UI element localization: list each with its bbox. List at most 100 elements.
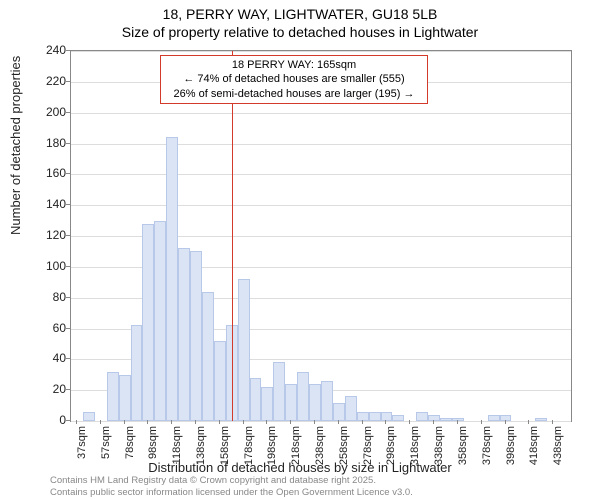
x-tick-label: 378sqm (481, 426, 493, 476)
annotation-box: 18 PERRY WAY: 165sqm← 74% of detached ho… (160, 55, 428, 104)
gridline-h (71, 174, 571, 175)
histogram-bar (142, 224, 154, 421)
x-tick-label: 158sqm (219, 426, 231, 476)
histogram-bar (488, 415, 500, 421)
y-tick-mark (66, 420, 70, 421)
histogram-bar (119, 375, 131, 421)
histogram-bar (309, 384, 321, 421)
histogram-bar (178, 248, 190, 421)
chart-title-line2: Size of property relative to detached ho… (0, 24, 600, 40)
x-tick-mark (147, 420, 148, 424)
y-tick-label: 0 (36, 413, 66, 427)
footer-attribution: Contains HM Land Registry data © Crown c… (50, 475, 413, 498)
x-tick-mark (219, 420, 220, 424)
y-tick-label: 140 (36, 197, 66, 211)
x-tick-mark (433, 420, 434, 424)
y-tick-mark (66, 143, 70, 144)
histogram-bar (166, 137, 178, 421)
x-tick-label: 178sqm (243, 426, 255, 476)
y-tick-label: 160 (36, 166, 66, 180)
x-tick-label: 418sqm (528, 426, 540, 476)
x-tick-mark (481, 420, 482, 424)
annotation-line2: ← 74% of detached houses are smaller (55… (165, 72, 423, 86)
histogram-bar (238, 279, 250, 421)
y-axis-label: Number of detached properties (8, 56, 23, 235)
histogram-bar (416, 412, 428, 421)
x-tick-label: 358sqm (457, 426, 469, 476)
x-tick-label: 238sqm (314, 426, 326, 476)
x-tick-mark (76, 420, 77, 424)
histogram-bar (440, 418, 452, 421)
x-tick-label: 298sqm (385, 426, 397, 476)
x-tick-mark (552, 420, 553, 424)
y-tick-mark (66, 328, 70, 329)
annotation-line3: 26% of semi-detached houses are larger (… (165, 87, 423, 101)
y-tick-label: 40 (36, 351, 66, 365)
x-tick-mark (100, 420, 101, 424)
x-tick-label: 198sqm (266, 426, 278, 476)
x-tick-label: 218sqm (290, 426, 302, 476)
x-tick-mark (243, 420, 244, 424)
y-tick-label: 180 (36, 136, 66, 150)
gridline-h (71, 113, 571, 114)
chart-title-line1: 18, PERRY WAY, LIGHTWATER, GU18 5LB (0, 6, 600, 22)
histogram-bar (154, 221, 166, 421)
x-tick-mark (338, 420, 339, 424)
x-tick-label: 78sqm (124, 426, 136, 476)
gridline-h (71, 51, 571, 52)
y-tick-mark (66, 50, 70, 51)
x-tick-label: 398sqm (505, 426, 517, 476)
y-tick-label: 80 (36, 290, 66, 304)
y-tick-mark (66, 81, 70, 82)
x-tick-mark (528, 420, 529, 424)
histogram-bar (190, 251, 202, 421)
histogram-bar (345, 396, 357, 421)
x-tick-label: 37sqm (76, 426, 88, 476)
x-tick-mark (385, 420, 386, 424)
x-tick-label: 318sqm (409, 426, 421, 476)
x-tick-label: 118sqm (171, 426, 183, 476)
x-tick-mark (195, 420, 196, 424)
histogram-bar (392, 415, 404, 421)
histogram-bar (250, 378, 262, 421)
x-tick-label: 258sqm (338, 426, 350, 476)
footer-line1: Contains HM Land Registry data © Crown c… (50, 475, 413, 486)
footer-line2: Contains public sector information licen… (50, 487, 413, 498)
x-tick-label: 57sqm (100, 426, 112, 476)
x-tick-label: 98sqm (147, 426, 159, 476)
histogram-bar (214, 341, 226, 421)
x-tick-mark (362, 420, 363, 424)
y-tick-mark (66, 235, 70, 236)
histogram-bar (131, 325, 143, 421)
x-tick-mark (171, 420, 172, 424)
y-tick-mark (66, 358, 70, 359)
histogram-bar (369, 412, 381, 421)
x-tick-mark (314, 420, 315, 424)
histogram-bar (535, 418, 547, 421)
y-tick-label: 240 (36, 43, 66, 57)
y-tick-mark (66, 389, 70, 390)
histogram-bar (321, 381, 333, 421)
histogram-bar (202, 292, 214, 422)
reference-line (232, 51, 233, 421)
x-tick-label: 438sqm (552, 426, 564, 476)
y-tick-label: 220 (36, 74, 66, 88)
x-tick-label: 278sqm (362, 426, 374, 476)
gridline-h (71, 205, 571, 206)
y-tick-label: 60 (36, 321, 66, 335)
gridline-h (71, 144, 571, 145)
y-tick-mark (66, 266, 70, 267)
histogram-bar (273, 362, 285, 421)
gridline-h (71, 421, 571, 422)
y-tick-mark (66, 112, 70, 113)
x-tick-label: 338sqm (433, 426, 445, 476)
chart-container: 18, PERRY WAY, LIGHTWATER, GU18 5LB Size… (0, 0, 600, 500)
x-tick-label: 138sqm (195, 426, 207, 476)
x-tick-mark (409, 420, 410, 424)
x-tick-mark (290, 420, 291, 424)
histogram-bar (285, 384, 297, 421)
y-tick-mark (66, 297, 70, 298)
y-tick-mark (66, 173, 70, 174)
histogram-bar (107, 372, 119, 421)
x-tick-mark (266, 420, 267, 424)
